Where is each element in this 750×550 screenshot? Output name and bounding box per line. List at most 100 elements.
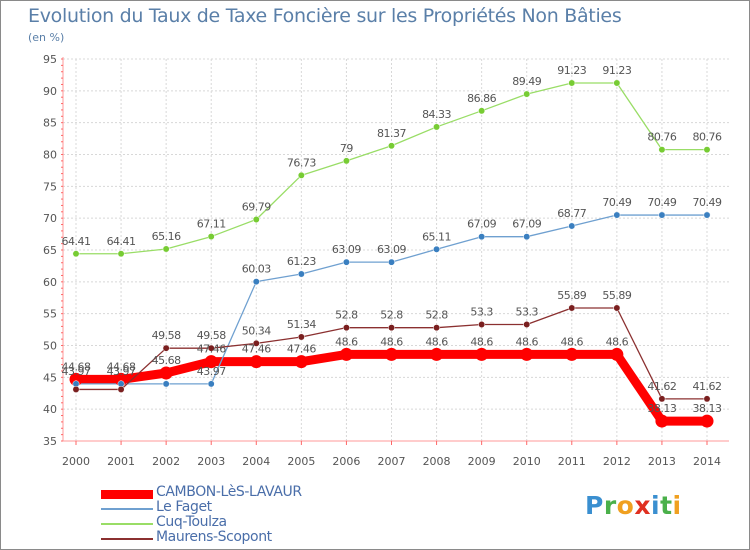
data-label-2: 65.16 [152,230,181,243]
data-point-3 [117,385,125,393]
proxiti-logo: Proxiti [585,491,682,520]
x-tick-label: 2006 [332,455,360,468]
logo-letter: i [651,491,661,520]
data-point-1 [658,211,666,219]
data-point-0 [249,355,263,369]
data-point-3 [342,324,350,332]
x-tick-label: 2012 [603,455,631,468]
data-label-2: 79 [340,142,353,155]
data-point-0 [565,347,579,361]
data-point-0 [475,347,489,361]
data-label-3: 41.62 [647,380,676,393]
legend-label-cuq-toulza: Cuq-Toulza [156,514,227,530]
x-tick-label: 2008 [423,455,451,468]
logo-letter: t [660,491,673,520]
x-tick-label: 2000 [62,455,90,468]
data-label-2: 76.73 [287,156,316,169]
data-point-1 [568,222,576,230]
data-point-0 [430,347,444,361]
data-point-1 [523,233,531,241]
data-label-1: 43.97 [107,365,136,378]
data-label-3: 55.89 [557,289,586,302]
legend-label-cambon: CAMBON-LèS-LAVAUR [156,484,302,500]
data-point-2 [297,171,305,179]
data-point-3 [388,324,395,332]
data-point-0 [294,355,308,369]
data-label-1: 70.49 [693,196,722,209]
data-label-3: 52.8 [425,309,448,322]
data-point-0 [700,414,714,428]
data-label-2: 91.23 [602,64,631,77]
data-point-2 [388,142,395,150]
data-point-1 [703,211,711,219]
x-tick-label: 2005 [287,455,315,468]
y-tick-label: 45 [43,371,57,384]
y-tick-label: 75 [43,180,57,193]
logo-letter: x [634,491,651,520]
data-point-0 [114,372,128,386]
data-label-0: 48.6 [606,335,629,348]
data-label-1: 43.97 [62,365,91,378]
data-point-1 [478,233,486,241]
data-point-3 [523,321,531,328]
data-point-2 [613,79,621,87]
data-point-2 [433,123,441,131]
data-label-0: 38.13 [647,402,676,415]
data-point-3 [433,324,441,332]
data-label-0: 47.46 [242,343,271,356]
data-point-0 [159,366,173,380]
data-point-3 [207,344,215,352]
x-tick-label: 2002 [152,455,180,468]
y-axis-unit: (en %) [28,31,65,44]
data-point-1 [162,380,170,388]
legend-label-maurens-scopont: Maurens-Scopont [156,529,272,545]
legend-swatch-cambon [101,490,153,499]
y-tick-label: 35 [43,435,57,448]
y-tick-label: 70 [43,212,57,225]
data-label-2: 69.79 [242,201,271,214]
data-point-3 [478,321,486,328]
data-label-1: 61.23 [287,255,316,268]
data-label-3: 53.3 [470,305,493,318]
data-label-2: 81.37 [377,127,406,140]
data-point-0 [204,355,218,369]
data-label-0: 48.6 [425,335,448,348]
x-tick-label: 2007 [378,455,406,468]
data-label-2: 80.76 [647,131,676,144]
data-label-1: 70.49 [647,196,676,209]
data-label-2: 67.11 [197,218,226,231]
data-point-3 [297,333,305,341]
logo-letter: r [603,491,617,520]
y-tick-label: 80 [43,149,57,162]
data-label-0: 48.6 [335,335,358,348]
data-label-0: 44.68 [107,360,136,373]
y-tick-label: 95 [43,53,57,66]
x-tick-label: 2011 [558,455,586,468]
data-label-2: 64.41 [62,235,91,248]
y-tick-label: 55 [43,308,57,321]
line-chart: 35 40 45 50 55 60 65 70 75 80 85 90 95 2000 2001 2002 20… [43,53,729,468]
data-point-0 [610,347,624,361]
data-point-2 [568,79,576,87]
data-label-3: 52.8 [380,309,403,322]
x-tick-label: 2001 [107,455,135,468]
data-label-2: 80.76 [693,131,722,144]
data-label-1: 68.77 [557,207,586,220]
data-point-1 [433,245,441,253]
y-tick-label: 40 [43,403,57,416]
logo-letter: P [585,491,604,520]
legend-label-le-faget: Le Faget [156,499,212,515]
data-label-1: 67.09 [512,218,541,231]
data-label-2: 89.49 [512,75,541,88]
data-label-1: 43.97 [197,365,226,378]
data-point-1 [252,278,260,286]
y-tick-label: 90 [43,85,57,98]
data-label-0: 47.46 [287,343,316,356]
data-label-2: 91.23 [557,64,586,77]
x-tick-label: 2013 [648,455,676,468]
data-point-3 [162,344,170,352]
data-label-3: 53.3 [515,305,538,318]
data-point-2 [117,250,125,258]
logo-letter: o [616,491,635,520]
data-label-2: 84.33 [422,108,451,121]
